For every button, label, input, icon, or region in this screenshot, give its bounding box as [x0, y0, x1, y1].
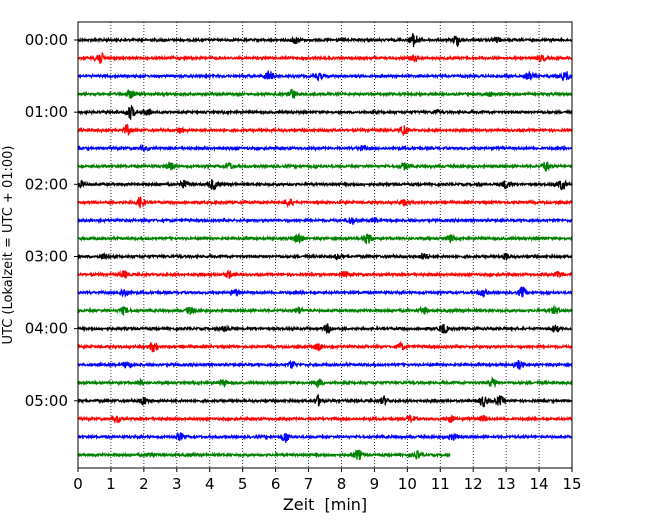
x-tick-label: 8 [337, 475, 347, 493]
trace-0000 [77, 33, 573, 48]
y-tick-label: 03:00 [25, 247, 68, 265]
y-tick-label: 02:00 [25, 175, 68, 193]
x-tick-label: 15 [562, 475, 581, 493]
y-tick-label: 00:00 [25, 31, 68, 49]
grid-lines [110, 22, 540, 468]
x-tick-label: 5 [238, 475, 248, 493]
trace-0500 [77, 393, 573, 408]
trace-0315 [77, 269, 573, 279]
trace-0030 [77, 70, 573, 82]
trace-0145 [77, 161, 573, 172]
y-tick-label: 04:00 [25, 320, 68, 338]
x-tick-label: 6 [271, 475, 281, 493]
trace-0245 [77, 232, 573, 245]
y-tick-label: 01:00 [25, 103, 68, 121]
trace-0530 [77, 431, 573, 443]
trace-0200 [77, 179, 573, 191]
x-tick-label: 7 [304, 475, 314, 493]
x-tick-label: 1 [106, 475, 116, 493]
trace-0015 [77, 51, 573, 64]
x-tick-label: 13 [497, 475, 516, 493]
x-axis-label: Zeit [min] [283, 495, 367, 514]
y-axis-ticks: 00:00 01:00 02:00 03:00 04:00 05:00 [25, 31, 78, 410]
trace-0345 [77, 304, 573, 317]
trace-0045 [77, 88, 573, 99]
x-tick-label: 14 [530, 475, 549, 493]
trace-0545 [77, 449, 451, 460]
trace-0215 [77, 196, 573, 209]
trace-0115 [77, 123, 573, 136]
x-tick-label: 4 [205, 475, 215, 493]
x-tick-label: 12 [464, 475, 483, 493]
trace-0430 [77, 359, 573, 370]
y-axis-label: UTC (Lokalzeit = UTC + 01:00) [1, 146, 16, 345]
x-tick-label: 0 [73, 475, 83, 493]
x-tick-label: 11 [431, 475, 450, 493]
trace-0415 [77, 340, 573, 353]
trace-0100 [77, 104, 573, 120]
trace-0330 [77, 286, 573, 299]
x-axis-ticks: 0 1 2 3 4 5 6 7 8 9 10 11 12 13 14 15 [73, 468, 582, 493]
x-tick-label: 10 [398, 475, 417, 493]
x-tick-label: 3 [172, 475, 182, 493]
y-tick-label: 05:00 [25, 392, 68, 410]
traces [77, 33, 573, 460]
x-tick-label: 2 [139, 475, 149, 493]
trace-0400 [77, 323, 573, 335]
plot-frame [77, 21, 573, 469]
trace-0515 [77, 413, 573, 424]
trace-0300 [77, 251, 573, 262]
trace-0130 [77, 143, 573, 153]
trace-0230 [77, 216, 573, 226]
x-tick-label: 9 [370, 475, 380, 493]
trace-0445 [77, 376, 573, 389]
